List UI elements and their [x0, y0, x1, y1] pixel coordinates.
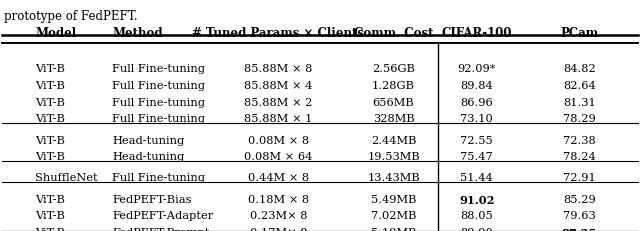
Text: 0.08M × 8: 0.08M × 8 [248, 135, 309, 145]
Text: 81.31: 81.31 [563, 97, 596, 107]
Text: 92.09*: 92.09* [458, 64, 496, 74]
Text: 78.29: 78.29 [563, 113, 596, 123]
Text: ViT-B: ViT-B [35, 135, 65, 145]
Text: 85.88M × 1: 85.88M × 1 [244, 113, 312, 123]
Text: 51.44: 51.44 [460, 173, 493, 183]
Text: 86.96: 86.96 [460, 97, 493, 107]
Text: 0.08M × 64: 0.08M × 64 [244, 151, 312, 161]
Text: 82.64: 82.64 [563, 81, 596, 91]
Text: 13.43MB: 13.43MB [367, 173, 420, 183]
Text: 1.28GB: 1.28GB [372, 81, 415, 91]
Text: 328MB: 328MB [372, 113, 415, 123]
Text: 75.47: 75.47 [460, 151, 493, 161]
Text: 72.91: 72.91 [563, 173, 596, 183]
Text: FedPEFT-Adapter: FedPEFT-Adapter [112, 211, 213, 221]
Text: 72.55: 72.55 [460, 135, 493, 145]
Text: 5.19MB: 5.19MB [371, 227, 417, 231]
Text: ViT-B: ViT-B [35, 151, 65, 161]
Text: 78.24: 78.24 [563, 151, 596, 161]
Text: 72.38: 72.38 [563, 135, 596, 145]
Text: 89.84: 89.84 [460, 81, 493, 91]
Text: prototype of FedPEFT.: prototype of FedPEFT. [4, 10, 138, 23]
Text: 85.88M × 4: 85.88M × 4 [244, 81, 312, 91]
Text: Method: Method [112, 27, 163, 40]
Text: ViT-B: ViT-B [35, 64, 65, 74]
Text: ShuffleNet: ShuffleNet [35, 173, 98, 183]
Text: Full Fine-tuning: Full Fine-tuning [112, 64, 205, 74]
Text: Full Fine-tuning: Full Fine-tuning [112, 113, 205, 123]
Text: 79.63: 79.63 [563, 211, 596, 221]
Text: ViT-B: ViT-B [35, 81, 65, 91]
Text: 85.29: 85.29 [563, 194, 596, 204]
Text: Full Fine-tuning: Full Fine-tuning [112, 173, 205, 183]
Text: 2.56GB: 2.56GB [372, 64, 415, 74]
Text: Full Fine-tuning: Full Fine-tuning [112, 81, 205, 91]
Text: 7.02MB: 7.02MB [371, 211, 417, 221]
Text: PCam: PCam [560, 27, 598, 40]
Text: 85.88M × 2: 85.88M × 2 [244, 97, 312, 107]
Text: 2.44MB: 2.44MB [371, 135, 417, 145]
Text: 85.88M × 8: 85.88M × 8 [244, 64, 312, 74]
Text: FedPEFT-Bias: FedPEFT-Bias [112, 194, 191, 204]
Text: Head-tuning: Head-tuning [112, 135, 184, 145]
Text: 0.18M × 8: 0.18M × 8 [248, 194, 309, 204]
Text: ViT-B: ViT-B [35, 194, 65, 204]
Text: Comm. Cost: Comm. Cost [354, 27, 433, 40]
Text: 0.44M × 8: 0.44M × 8 [248, 173, 309, 183]
Text: 84.82: 84.82 [563, 64, 596, 74]
Text: # Tuned Params × Clients: # Tuned Params × Clients [193, 27, 364, 40]
Text: CIFAR-100: CIFAR-100 [442, 27, 512, 40]
Text: 656MB: 656MB [372, 97, 415, 107]
Text: 0.23M× 8: 0.23M× 8 [250, 211, 307, 221]
Text: 87.25: 87.25 [561, 227, 597, 231]
Text: 0.17M× 8: 0.17M× 8 [250, 227, 307, 231]
Text: ViT-B: ViT-B [35, 211, 65, 221]
Text: Model: Model [35, 27, 76, 40]
Text: ViT-B: ViT-B [35, 113, 65, 123]
Text: 88.05: 88.05 [460, 211, 493, 221]
Text: Head-tuning: Head-tuning [112, 151, 184, 161]
Text: 5.49MB: 5.49MB [371, 194, 417, 204]
Text: FedPEFT-Prompt: FedPEFT-Prompt [112, 227, 209, 231]
Text: ViT-B: ViT-B [35, 97, 65, 107]
Text: 91.02: 91.02 [459, 194, 495, 205]
Text: Full Fine-tuning: Full Fine-tuning [112, 97, 205, 107]
Text: ViT-B: ViT-B [35, 227, 65, 231]
Text: 73.10: 73.10 [460, 113, 493, 123]
Text: 19.53MB: 19.53MB [367, 151, 420, 161]
Text: 89.90: 89.90 [460, 227, 493, 231]
